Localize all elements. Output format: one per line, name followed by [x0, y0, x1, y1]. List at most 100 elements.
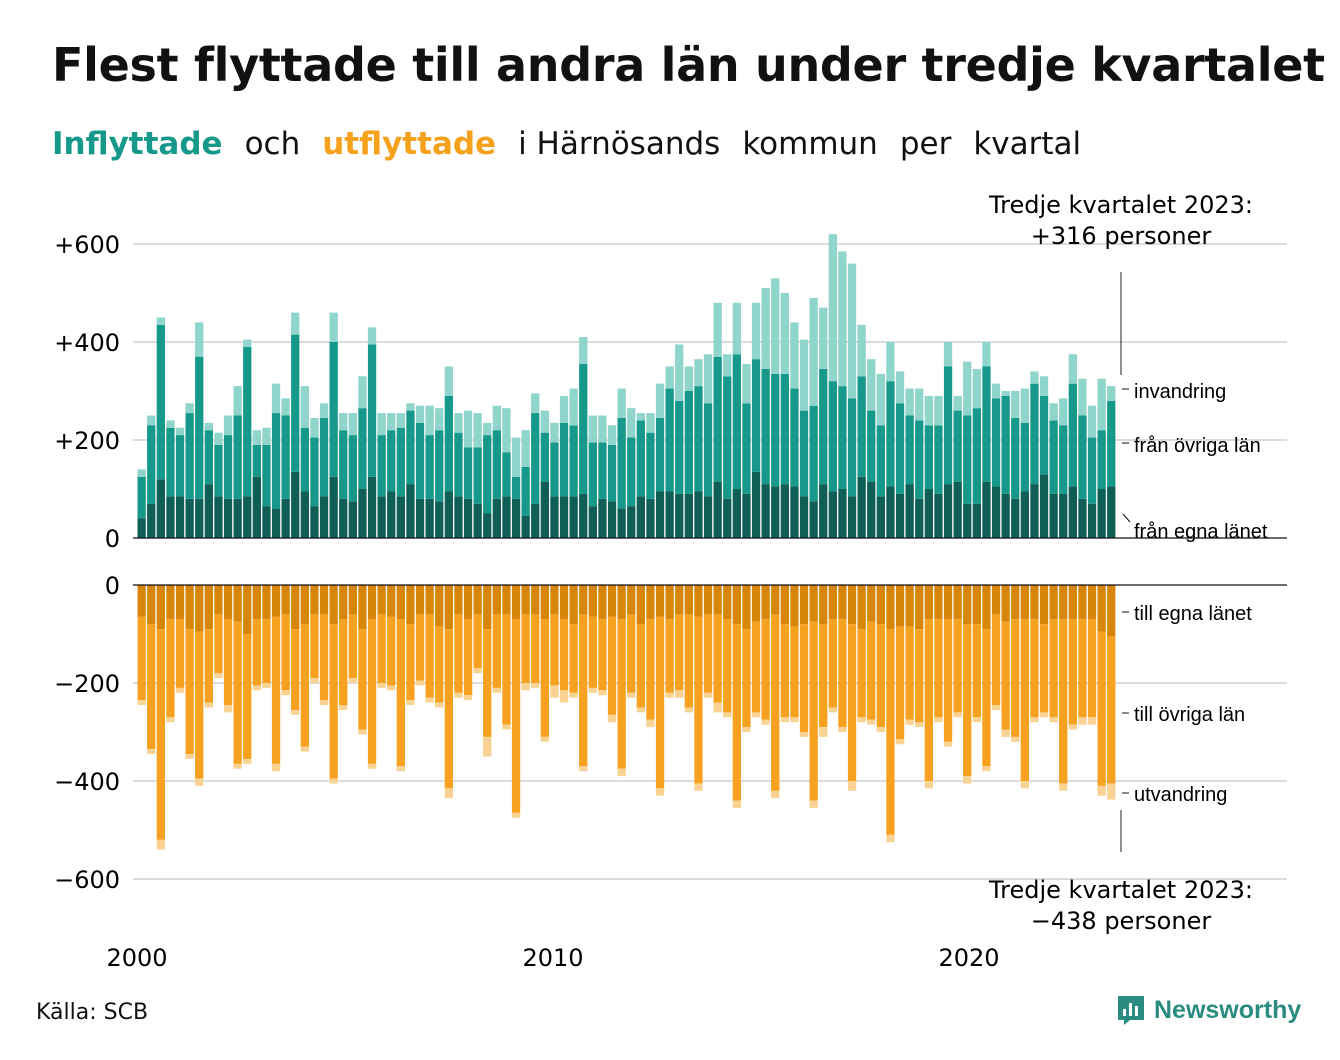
bar-från-egna-länet — [713, 481, 722, 538]
bar-utvandring — [1059, 783, 1068, 791]
bar-till-övriga-län — [473, 614, 482, 669]
bar-invandring — [675, 344, 684, 401]
bar-invandring — [483, 422, 492, 436]
bar-från-egna-länet — [204, 484, 213, 538]
bar-till-övriga-län — [607, 616, 617, 715]
bar-till-övriga-län — [1011, 619, 1020, 737]
bar-utvandring — [147, 749, 156, 755]
bar-utvandring — [425, 697, 434, 703]
bar-från-övriga-län — [444, 395, 453, 492]
bar-invandring — [435, 408, 444, 431]
bar-invandring — [598, 415, 607, 443]
bar-från-övriga-län — [233, 415, 242, 499]
bar-utvandring — [415, 680, 425, 686]
bar-till-övriga-län — [963, 624, 972, 777]
bar-till-egna-länet — [819, 585, 828, 625]
bar-invandring — [252, 430, 261, 445]
bar-till-egna-länet — [847, 585, 857, 625]
bar-från-egna-länet — [646, 498, 655, 538]
bar-till-egna-länet — [396, 585, 405, 620]
bar-till-egna-länet — [886, 585, 895, 630]
bar-från-egna-länet — [579, 493, 588, 538]
bar-från-egna-länet — [243, 496, 252, 538]
newsworthy-logo-icon — [1118, 996, 1144, 1025]
bar-till-övriga-län — [1087, 619, 1097, 718]
bar-från-egna-länet — [156, 479, 165, 538]
bar-invandring — [406, 403, 415, 411]
bar-till-egna-länet — [857, 585, 866, 630]
bar-från-övriga-län — [531, 413, 540, 504]
bar-från-egna-länet — [425, 498, 434, 538]
bar-invandring — [780, 293, 789, 374]
bar-från-övriga-län — [1011, 417, 1020, 499]
bar-från-övriga-län — [972, 408, 981, 504]
bar-till-egna-länet — [963, 585, 972, 625]
bar-från-egna-länet — [1068, 486, 1077, 538]
bar-utvandring — [195, 778, 204, 786]
bar-till-egna-länet — [339, 585, 348, 620]
bar-till-egna-länet — [646, 585, 655, 620]
bar-utvandring — [963, 776, 972, 784]
y-tick-label-top: +600 — [54, 231, 120, 259]
bar-till-övriga-län — [252, 619, 261, 686]
bar-från-egna-länet — [934, 493, 943, 538]
bar-invandring — [895, 371, 905, 404]
bar-till-övriga-län — [847, 624, 857, 781]
bar-från-övriga-län — [454, 432, 463, 497]
bar-utvandring — [924, 781, 933, 789]
bar-från-övriga-län — [291, 334, 300, 472]
bar-från-övriga-län — [387, 430, 396, 492]
bar-till-egna-länet — [291, 585, 300, 630]
bar-utvandring — [857, 717, 866, 723]
bar-till-egna-länet — [579, 585, 588, 615]
bar-till-egna-länet — [828, 585, 837, 620]
bar-till-egna-länet — [771, 585, 780, 615]
bar-till-egna-länet — [684, 585, 693, 615]
bar-till-övriga-län — [185, 629, 194, 755]
bar-från-övriga-län — [473, 447, 482, 504]
bar-till-egna-länet — [809, 585, 818, 622]
bar-till-övriga-län — [1020, 619, 1029, 781]
bar-från-övriga-län — [588, 442, 597, 507]
bar-från-egna-länet — [771, 486, 780, 538]
bar-från-övriga-län — [1087, 437, 1097, 504]
bar-till-egna-länet — [185, 585, 194, 630]
bar-invandring — [684, 366, 693, 391]
bar-från-övriga-län — [521, 466, 530, 516]
bar-från-övriga-län — [425, 435, 434, 499]
bar-utvandring — [819, 727, 828, 737]
bar-från-övriga-län — [463, 447, 473, 499]
bar-utvandring — [175, 687, 185, 693]
bar-till-övriga-län — [694, 616, 703, 784]
bar-invandring — [271, 383, 281, 414]
bar-från-övriga-län — [982, 366, 991, 482]
bar-till-övriga-län — [655, 616, 665, 789]
bar-till-egna-länet — [540, 585, 549, 620]
bar-invandring — [915, 388, 924, 421]
bar-till-egna-länet — [627, 585, 636, 615]
bar-från-egna-länet — [223, 498, 233, 538]
bar-till-övriga-län — [895, 626, 905, 740]
bar-utvandring — [483, 736, 492, 757]
bar-invandring — [665, 366, 674, 389]
bar-utvandring — [588, 687, 597, 693]
bar-från-egna-länet — [502, 496, 511, 538]
bar-till-egna-länet — [300, 585, 309, 625]
bar-invandring — [319, 403, 329, 418]
bar-till-egna-länet — [876, 585, 885, 625]
bar-utvandring — [396, 766, 405, 772]
bar-till-övriga-län — [415, 614, 425, 681]
bar-till-övriga-län — [627, 614, 636, 693]
bar-till-egna-länet — [329, 585, 338, 625]
bar-från-egna-länet — [886, 486, 895, 538]
bar-från-egna-länet — [799, 496, 809, 538]
bar-från-övriga-län — [675, 400, 684, 494]
bar-till-övriga-län — [828, 619, 837, 708]
bar-till-övriga-län — [1039, 624, 1049, 713]
bar-till-övriga-län — [425, 614, 434, 698]
bar-till-övriga-län — [665, 619, 674, 693]
bar-från-egna-länet — [924, 489, 933, 538]
bar-från-övriga-län — [579, 364, 588, 494]
bar-till-övriga-län — [387, 616, 396, 686]
bar-invandring — [137, 469, 146, 477]
